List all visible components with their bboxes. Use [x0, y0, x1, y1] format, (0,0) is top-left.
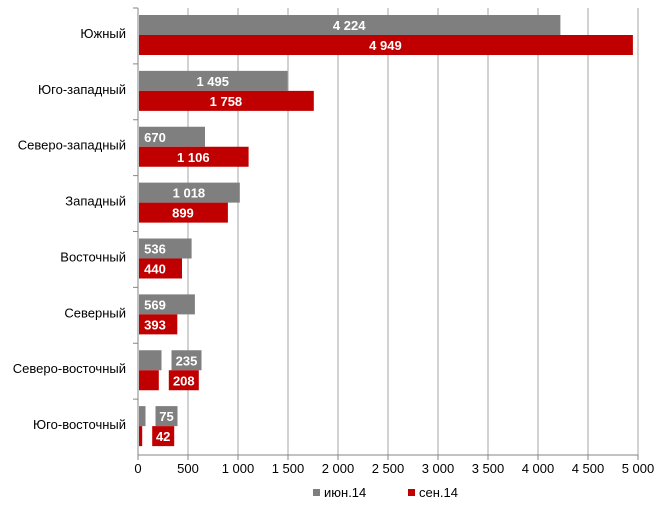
bar [139, 182, 240, 203]
x-tick-label: 1 500 [272, 461, 305, 476]
x-tick-label: 5 000 [622, 461, 655, 476]
data-label: 1 018 [173, 186, 206, 201]
category-label: Западный [65, 194, 126, 209]
data-label: 1 106 [177, 150, 210, 165]
data-label: 1 758 [210, 94, 243, 109]
bar [139, 294, 195, 315]
data-label: 899 [172, 206, 194, 221]
data-label: 235 [176, 353, 198, 368]
category-label: Северо-западный [18, 138, 126, 153]
bar [139, 426, 143, 447]
legend-swatch [313, 489, 320, 496]
data-label-box [155, 406, 178, 427]
x-tick-label: 4 500 [572, 461, 605, 476]
x-tick-label: 1 000 [222, 461, 255, 476]
bar [139, 202, 228, 223]
bar [139, 406, 146, 427]
x-tick-label: 2 500 [372, 461, 405, 476]
bar [139, 350, 162, 371]
x-tick-label: 3 500 [472, 461, 505, 476]
bar [139, 314, 178, 335]
category-labels: Южный Юго-западный Северо-западный Западный… [13, 26, 126, 432]
category-label: Южный [80, 26, 126, 41]
x-tick-label: 0 [134, 461, 141, 476]
category-label: Северо-восточный [13, 361, 126, 376]
category-label: Восточный [60, 249, 126, 264]
data-label: 208 [173, 373, 195, 388]
bar [139, 126, 205, 147]
data-label: 4 224 [333, 18, 366, 33]
data-label: 1 495 [196, 74, 229, 89]
data-label: 670 [144, 130, 166, 145]
category-label: Юго-западный [38, 82, 126, 97]
category-label: Юго-восточный [33, 417, 126, 432]
data-label: 536 [144, 242, 166, 257]
x-tick-label: 2 000 [322, 461, 355, 476]
axes [133, 7, 639, 460]
bar [139, 90, 314, 111]
data-label: 75 [159, 409, 173, 424]
data-label: 569 [144, 297, 166, 312]
data-label-box [168, 370, 199, 391]
legend-label: сен.14 [419, 485, 458, 500]
bar [139, 35, 633, 55]
data-label: 393 [144, 317, 166, 332]
bar [139, 146, 249, 167]
legend-label: июн.14 [324, 485, 366, 500]
data-label-box [171, 350, 202, 371]
data-label-box [152, 426, 175, 447]
bar [139, 70, 288, 91]
x-tick-label: 4 000 [522, 461, 555, 476]
legend-swatch [408, 489, 415, 496]
data-label: 440 [144, 262, 166, 277]
x-tick-label: 500 [177, 461, 199, 476]
x-tick-labels: 0 500 1 000 1 500 2 000 2 500 3 000 3 500 4 000 4… [134, 461, 654, 476]
bar [139, 238, 192, 259]
bar [139, 15, 561, 35]
category-label: Северный [64, 305, 126, 320]
data-label: 42 [156, 429, 170, 444]
x-tick-label: 3 000 [422, 461, 455, 476]
bar [139, 258, 182, 279]
legend: июн.14 сен.14 [313, 485, 458, 500]
data-label: 4 949 [369, 38, 402, 53]
bar [139, 370, 159, 391]
